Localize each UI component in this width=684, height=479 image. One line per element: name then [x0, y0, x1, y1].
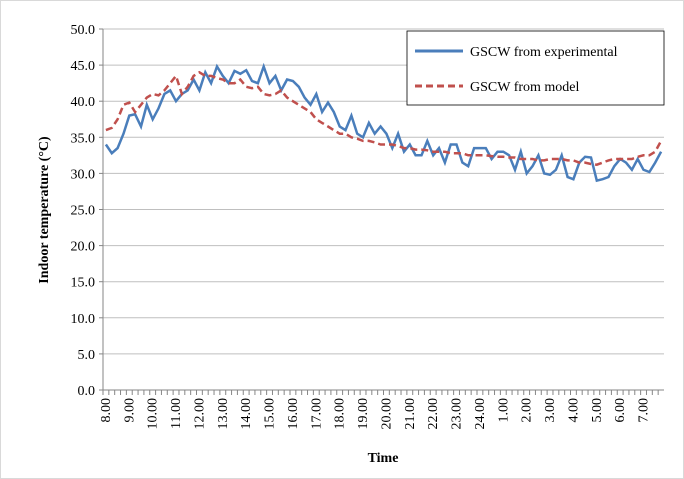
x-tick-label: 2.00 — [520, 398, 535, 423]
y-axis-label: Indoor temperature (°C) — [37, 136, 52, 284]
x-tick-label: 3.00 — [543, 398, 558, 423]
legend-label: GSCW from experimental — [470, 45, 618, 60]
x-tick-label: 23.00 — [450, 398, 465, 430]
x-tick-label: 14.00 — [239, 398, 254, 430]
x-tick-label: 1.00 — [496, 398, 511, 423]
y-tick-label: 0.0 — [78, 384, 96, 399]
x-tick-label: 7.00 — [637, 398, 652, 423]
x-tick-label: 13.00 — [216, 398, 231, 430]
y-tick-label: 30.0 — [71, 167, 96, 182]
y-tick-label: 5.0 — [78, 348, 96, 363]
y-tick-label: 35.0 — [71, 131, 96, 146]
y-tick-label: 15.0 — [71, 276, 96, 291]
y-tick-label: 20.0 — [71, 240, 96, 255]
x-tick-label: 17.00 — [309, 398, 324, 430]
x-tick-label: 12.00 — [192, 398, 207, 430]
x-tick-label: 5.00 — [590, 398, 605, 423]
x-axis-label: Time — [368, 451, 399, 466]
x-tick-label: 6.00 — [613, 398, 628, 423]
x-tick-label: 8.00 — [99, 398, 114, 423]
x-tick-label: 9.00 — [122, 398, 137, 423]
y-tick-label: 10.0 — [71, 312, 96, 327]
series-line — [104, 62, 663, 183]
x-tick-label: 21.00 — [403, 398, 418, 430]
y-tick-label: 50.0 — [71, 23, 96, 38]
x-tick-label: 22.00 — [426, 398, 441, 430]
x-tick-label: 15.00 — [263, 398, 278, 430]
y-tick-label: 40.0 — [71, 95, 96, 110]
x-tick-label: 16.00 — [286, 398, 301, 430]
y-tick-label: 45.0 — [71, 59, 96, 74]
x-tick-label: 24.00 — [473, 398, 488, 430]
x-tick-label: 10.00 — [146, 398, 161, 430]
x-tick-label: 18.00 — [333, 398, 348, 430]
series-line — [105, 70, 663, 166]
x-tick-label: 20.00 — [379, 398, 394, 430]
legend-box — [406, 30, 665, 106]
legend-label: GSCW from model — [470, 80, 580, 95]
y-tick-label: 25.0 — [71, 204, 96, 219]
x-tick-label: 4.00 — [566, 398, 581, 423]
x-tick-label: 11.00 — [169, 398, 184, 429]
x-tick-label: 19.00 — [356, 398, 371, 430]
